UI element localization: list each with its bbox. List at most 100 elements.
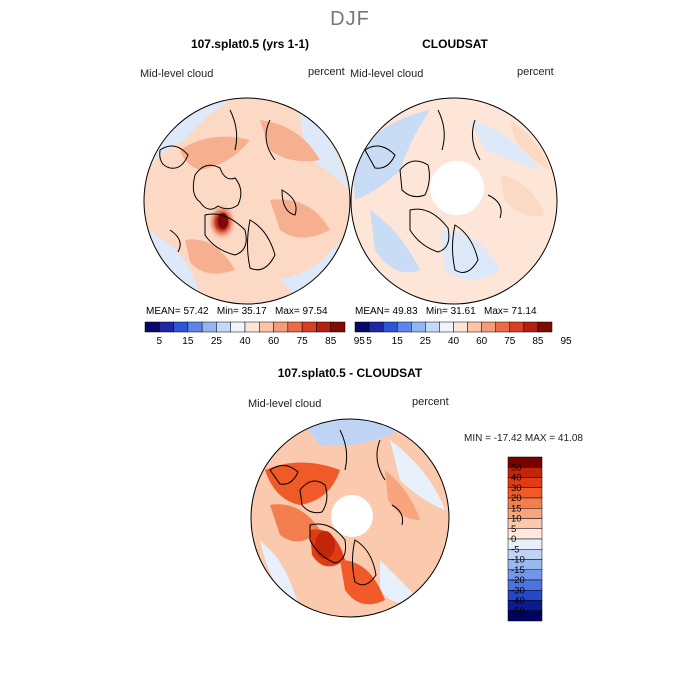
panel3-coastlines (269, 429, 403, 586)
panel2-colorbar-tick-label: 5 (366, 336, 372, 347)
panel1-colorbar-swatch (330, 321, 346, 333)
panel2-colorbar-tick-label: 95 (561, 336, 573, 347)
panel3-colorbar-tick-label: -5 (511, 544, 519, 555)
panel1-colorbar-tick-label: 75 (297, 336, 309, 347)
panel1-colorbar-tick-label: 95 (354, 336, 366, 347)
panel1-orange-patch-2 (260, 120, 320, 162)
panel2-max-label: Max= (484, 306, 509, 317)
panel2-blue-patch-w (352, 110, 430, 200)
panel3-orange-patch-w (270, 504, 320, 542)
panel1-colorbar-swatch (287, 321, 303, 333)
panel1-colorbar-swatch (173, 321, 189, 333)
panel3-colorbar-tick-label: -50 (511, 606, 525, 617)
panel2-colorbar: 5 15 25 40 60 75 85 95 (354, 321, 573, 347)
panel1-variable: Mid-level cloud (140, 68, 214, 80)
panel1-colorbar-swatch (201, 321, 217, 333)
panel2-colorbar-swatch (509, 321, 525, 333)
panel2-colorbar-swatch (537, 321, 553, 333)
panel2-orange-patch-1 (500, 175, 545, 216)
panel3-colorbar-tick-label: 30 (511, 483, 522, 494)
panel2-max-value: 71.14 (511, 306, 537, 317)
panel2-map-border (350, 97, 558, 305)
panel3-red-patch-nw (265, 462, 340, 505)
panel3-colorbar-tick-label: -15 (511, 565, 525, 576)
panel1-hotspot-core (218, 213, 228, 229)
panel2-blue-patch-ne (470, 120, 540, 170)
panel1-max-value: 97.54 (302, 306, 328, 317)
panel1-orange-patch-3 (270, 199, 330, 238)
panel1-mean-label: MEAN= (146, 306, 181, 317)
panel1-colorbar-swatch (187, 321, 203, 333)
panel3-units: percent (412, 396, 449, 408)
panel2-mean-label: MEAN= (355, 306, 390, 317)
panel3-hotspot (315, 531, 335, 559)
panel1-min-value: 35.17 (241, 306, 267, 317)
panel2-title: CLOUDSAT (422, 37, 488, 51)
panel3-variable: Mid-level cloud (248, 398, 322, 410)
panel3-colorbar-swatch (507, 610, 543, 622)
panel3-colorbar-tick-label: 10 (511, 514, 522, 525)
panel2-colorbar-tick-label: 40 (448, 336, 460, 347)
panel2-colorbar-tick-label: 15 (392, 336, 404, 347)
panel2-polar-hole (430, 161, 484, 215)
panel1-colorbar-swatch (244, 321, 260, 333)
panel1-coastlines (159, 109, 297, 271)
panel1-orange-patch-4 (185, 239, 235, 274)
panel1-colorbar-tick-label: 85 (325, 336, 337, 347)
panel1-colorbar: 5 15 25 40 60 75 85 95 (144, 321, 366, 347)
panel3-colorbar-tick-label: -40 (511, 596, 525, 607)
panel1-colorbar-tick-label: 40 (239, 336, 251, 347)
panel3-light-patch-sw (260, 540, 300, 610)
panel2-colorbar-swatch (354, 321, 370, 333)
panel3-red-patch-s (340, 560, 385, 605)
page-title: DJF (330, 8, 370, 30)
panel1-colorbar-swatch (259, 321, 274, 333)
panel3-colorbar-tick-label: -30 (511, 585, 525, 596)
panel2-colorbar-swatch (481, 321, 496, 333)
panel2-orange-patch-2 (510, 120, 550, 170)
panel2-colorbar-swatch (411, 321, 426, 333)
panel1-map (144, 98, 350, 304)
panel1-colorbar-tick-label: 5 (157, 336, 163, 347)
panel1-colorbar-swatch (316, 321, 331, 333)
panel3-colorbar-tick-label: 15 (511, 503, 522, 514)
panel3-light-patch-se (380, 560, 420, 604)
panel1-orange-patch-1 (180, 136, 250, 170)
panel3-blue-patch-n (300, 419, 400, 446)
panel2-mean-value: 49.83 (392, 306, 418, 317)
panel2-colorbar-swatch (425, 321, 440, 333)
panel3-map (251, 419, 449, 617)
panel3-stats: MIN = -17.42 MAX = 41.08 (464, 433, 583, 444)
panel1-colorbar-swatch (230, 321, 246, 333)
panel1-min-label: Min= (216, 306, 239, 317)
panel2-colorbar-swatch (396, 321, 412, 333)
panel2-units: percent (517, 66, 554, 78)
panel2-map (351, 98, 557, 304)
panel1-colorbar-swatch (216, 321, 231, 333)
panel1-colorbar-tick-label: 60 (268, 336, 280, 347)
panel1-mean-value: 57.42 (183, 306, 209, 317)
panel1-blue-patch-se (280, 240, 340, 300)
panel2-colorbar-swatch (453, 321, 468, 333)
panel3-colorbar-tick-label: 5 (511, 524, 516, 535)
panel1-colorbar-swatch (144, 321, 160, 333)
panel2-colorbar-tick-label: 75 (504, 336, 516, 347)
panel2-stats: MEAN= 49.83 Min= 31.61 Max= 71.14 (355, 306, 537, 317)
panel1-blue-patch-sw (150, 230, 200, 296)
panel2-colorbar-swatch (382, 321, 398, 333)
panel2-blue-patch-s (440, 230, 500, 280)
panel2-colorbar-tick-label: 85 (532, 336, 544, 347)
panel3-polar-hole (331, 495, 373, 537)
panel3-orange-patch-e (385, 470, 420, 520)
panel2-min-label: Min= (425, 306, 448, 317)
panel2-colorbar-swatch (523, 321, 539, 333)
panel2-colorbar-swatch (368, 321, 384, 333)
panel3-colorbar-tick-label: 50 (511, 462, 522, 473)
panel1-colorbar-tick-label: 25 (211, 336, 223, 347)
panel2-coastlines (364, 109, 502, 273)
panel3-colorbar-tick-label: -20 (511, 575, 525, 586)
panel1-title: 107.splat0.5 (yrs 1-1) (190, 37, 310, 51)
panel3-title: 107.splat0.5 - CLOUDSAT (277, 366, 423, 380)
